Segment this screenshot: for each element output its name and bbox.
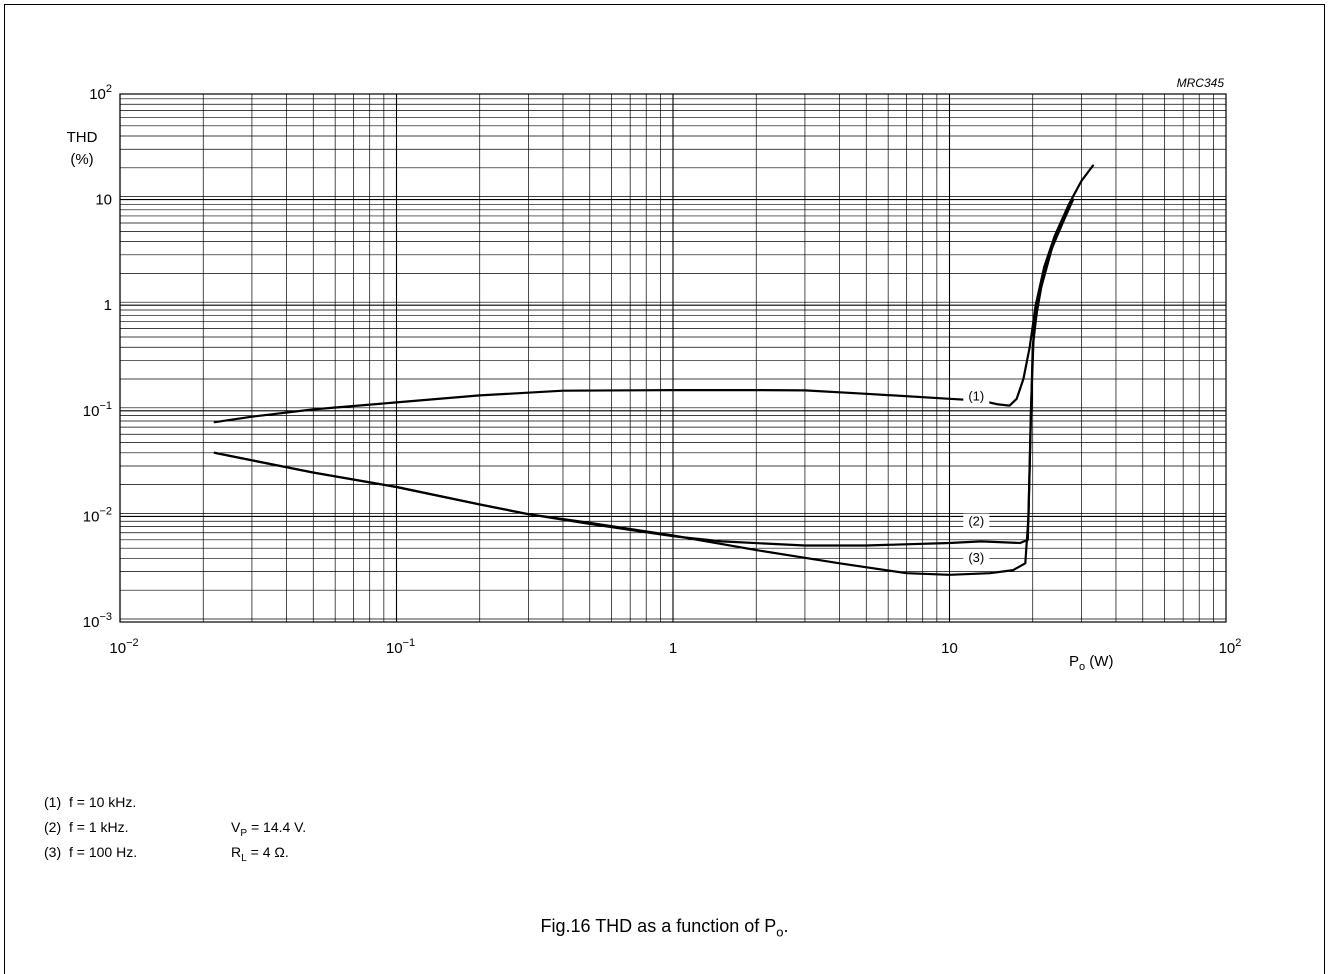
note-number: (1) [44,794,62,810]
series-labels: (1) (2) (3) [963,388,990,566]
x-tick-label: 10−1 [386,637,415,657]
y-tick-exponent: −2 [99,505,112,517]
caption-subscript: o [776,924,784,940]
condition-value: = 4 Ω. [246,844,289,860]
y-tick-label: 1 [104,297,112,314]
figure-frame [4,4,1325,974]
y-axis-unit: (%) [70,151,93,168]
y-tick-exponent: −3 [99,611,112,623]
condition-subscript: P [240,827,248,839]
series-label-3: (3) [968,550,984,565]
y-tick-exponent: 2 [106,83,112,95]
condition-value: = 14.4 V. [247,819,307,835]
y-tick-base: 10 [83,614,100,631]
x-axis-label: Po (W) [1069,653,1113,673]
y-tick-base: 10 [89,86,106,103]
x-tick-base: 1 [669,640,677,657]
x-tick-base: 10 [109,640,126,657]
grid-major [119,94,1226,623]
y-tick-base: 10 [83,403,100,420]
note-number: (3) [44,844,62,860]
figure-caption: Fig.16 THD as a function of Po. [0,916,1329,940]
condition-load-resistance: RL = 4 Ω. [231,840,289,871]
y-tick-label: 102 [89,83,112,103]
series-line-2 [213,198,1075,547]
x-tick-label: 102 [1219,637,1242,657]
series-label-1: (1) [968,389,984,404]
x-tick-labels: 10−2 10−1 1 10 102 [109,637,1241,657]
y-tick-exponent: −1 [99,400,112,412]
caption-text: Fig.16 THD as a function of P [540,916,777,936]
y-tick-base: 10 [95,192,112,209]
chart-code: MRC345 [1177,76,1225,90]
x-axis-label-main: P [1069,653,1079,670]
condition-supply-voltage: VP = 14.4 V. [231,815,306,846]
x-tick-label: 10−2 [109,637,138,657]
y-tick-label: 10−2 [83,505,112,525]
series-label-background [963,388,990,405]
x-tick-exponent: 2 [1235,637,1241,649]
note-number: (2) [44,819,62,835]
note-text: f = 10 kHz. [69,794,137,810]
x-tick-label: 1 [669,640,677,657]
y-tick-base: 10 [83,508,100,525]
y-tick-label: 10−1 [83,400,112,420]
y-tick-label: 10 [95,192,112,209]
y-axis-label: THD [67,129,98,146]
y-tick-label: 10−3 [83,611,112,631]
series-label-background [963,549,990,566]
caption-suffix: . [783,916,789,936]
series-label-background [963,513,990,530]
x-tick-base: 10 [941,640,958,657]
plot-border [119,93,1227,623]
x-tick-label: 10 [941,640,958,657]
x-axis-label-unit: (W) [1085,653,1113,670]
x-axis-label-sub: o [1079,661,1085,673]
x-tick-base: 10 [1219,640,1236,657]
condition-symbol: R [231,844,242,860]
condition-symbol: V [231,819,241,835]
x-tick-exponent: −2 [126,637,139,649]
series-line-3 [213,198,1075,576]
y-tick-base: 1 [104,297,112,314]
x-tick-exponent: −1 [403,637,416,649]
series-label-2: (2) [968,514,984,529]
note-text: f = 100 Hz. [69,844,138,860]
condition-subscript: L [241,852,247,864]
note-text: f = 1 kHz. [69,819,129,835]
x-tick-base: 10 [386,640,403,657]
